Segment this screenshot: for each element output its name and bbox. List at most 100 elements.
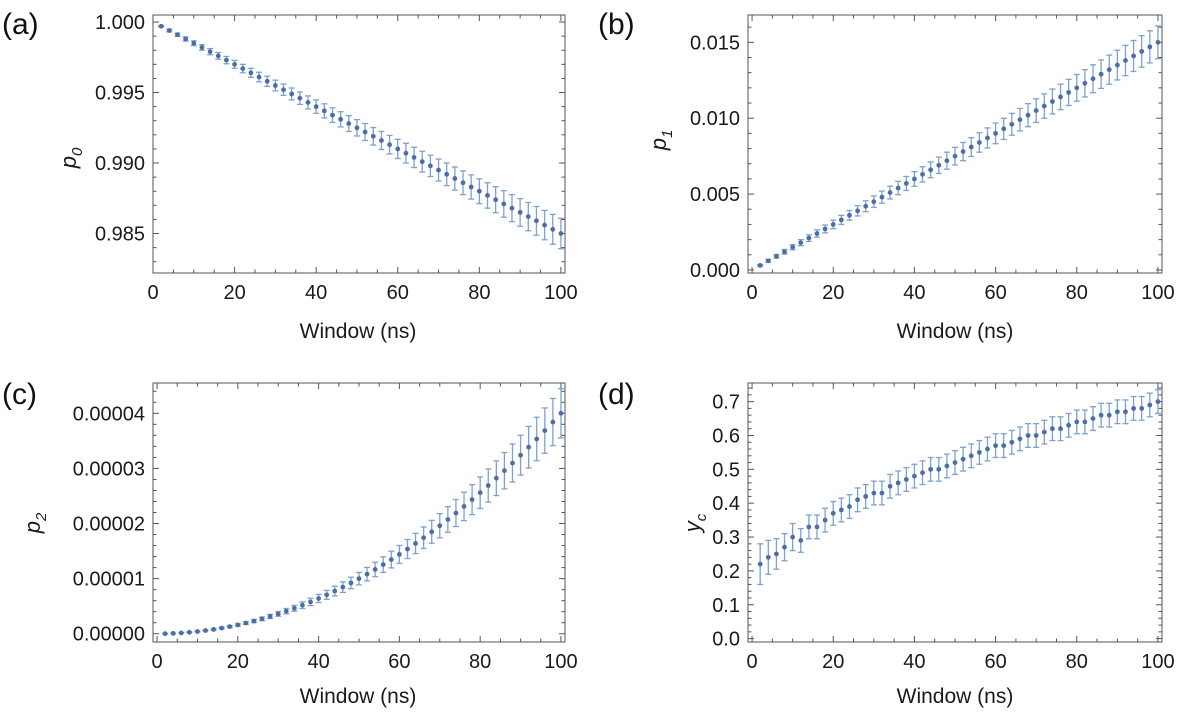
- panel-c-data-point: [421, 535, 427, 541]
- panel-c-data-point: [502, 468, 507, 474]
- panel-d-data-point: [1066, 422, 1072, 428]
- panel-a-data-point: [346, 121, 352, 126]
- panel-a-data-point: [452, 176, 458, 181]
- panel-a-data-point: [550, 226, 556, 232]
- panel-d-data-point: [985, 446, 990, 452]
- panel-c-data-point: [324, 592, 330, 598]
- panel-b-data-point: [871, 199, 877, 205]
- panel-c-data-point: [195, 629, 200, 634]
- panel-b-data-point: [765, 258, 771, 264]
- panel-b-ytick-label: 0.015: [690, 32, 740, 54]
- panel-b-data-point: [952, 153, 958, 159]
- panel-d-axes: 0 20 40 60 80 100 0.0 0.1 0.2 0.3 0.4 0.5 0.6 0.7: [712, 382, 1175, 673]
- panel-b-ytick-label: 0.010: [690, 108, 740, 130]
- panel-b-axes: 0 20 40 60 80 100 0.000 0.005 0.010 0.015: [690, 14, 1175, 304]
- panel-b-data-point: [879, 194, 885, 200]
- panel-c-data-point: [227, 624, 233, 629]
- panel-b-data-point: [806, 235, 812, 241]
- panel-a-data-point: [419, 159, 425, 165]
- panel-b-data-point: [960, 149, 966, 154]
- panel-c-data-point: [469, 497, 475, 503]
- panel-a-data-point: [534, 218, 539, 224]
- panel-c-data-point: [380, 562, 386, 568]
- panel-a-xtick-label: 60: [387, 282, 409, 304]
- panel-c-data-point: [203, 628, 208, 633]
- panel-d-data-point: [1058, 426, 1063, 432]
- panel-a-data-point: [427, 163, 433, 169]
- panel-b-data-point: [912, 176, 917, 182]
- panel-d-ytick-label: 0.4: [712, 493, 740, 515]
- panel-c-xtick-label: 60: [388, 651, 410, 673]
- panel-a-data-point: [264, 78, 270, 84]
- panel-b-data-point: [790, 244, 796, 250]
- panel-b-data-point: [1025, 112, 1031, 118]
- panel-c-data-point: [550, 419, 556, 425]
- panel-a-data-point: [215, 53, 221, 59]
- panel-a-data-point: [370, 133, 376, 139]
- panel-d-data-point: [936, 466, 942, 472]
- panel-d-data-point: [944, 463, 950, 469]
- panel-d-data-point: [765, 554, 771, 560]
- panel-a-data-point: [330, 112, 335, 118]
- panel-d-ytick-label: 0.5: [712, 459, 740, 481]
- panel-c-data-point: [388, 557, 394, 562]
- panel-c-data-point: [493, 475, 499, 481]
- panel-a-xtick-label: 40: [305, 282, 327, 304]
- panel-d-data-point: [1017, 436, 1023, 442]
- panel-c-data-point: [186, 629, 192, 635]
- panel-b-label: (b): [598, 8, 635, 41]
- panel-a-xlabel: Window (ns): [300, 320, 417, 343]
- panel-b-data-point: [822, 226, 828, 232]
- panel-a-data-point: [240, 66, 246, 71]
- panel-d-data-point: [806, 524, 812, 530]
- panel-d-data-point: [1090, 416, 1096, 421]
- panel-c-data-point: [429, 529, 435, 535]
- panel-c-data-point: [356, 576, 362, 582]
- panel-d-data-point: [903, 477, 909, 482]
- panel-b-xtick-label: 20: [822, 282, 844, 304]
- panel-d-data-point: [847, 504, 852, 509]
- panel-d-xtick-label: 40: [903, 651, 925, 673]
- panel-b-data-point: [887, 190, 893, 195]
- panel-c-xtick-label: 100: [544, 651, 577, 673]
- panel-a-ylabel: p0: [56, 147, 86, 169]
- panel-b-xtick-label: 60: [984, 282, 1006, 304]
- panel-b-data-point: [1041, 103, 1047, 109]
- panel-c-data-point: [461, 504, 467, 509]
- panel-b-data-point: [1009, 121, 1015, 127]
- panel-b-data-point: [1131, 53, 1136, 59]
- panel-d-xlabel: Window (ns): [897, 685, 1014, 708]
- panel-b-data-point: [985, 135, 990, 141]
- panel-d-data-point: [1033, 433, 1039, 438]
- panel-c-data-point: [477, 490, 483, 496]
- panel-c-axes: 0 20 40 60 80 100 0.00000 0.00001 0.00002 0.00003…: [73, 382, 578, 673]
- panel-a-data-point: [313, 104, 319, 110]
- panel-b-data-point: [1058, 94, 1063, 100]
- panel-c-ytick-label: 0.00001: [73, 569, 145, 591]
- panel-a-xtick-label: 20: [223, 282, 245, 304]
- panel-b-data-point: [1090, 76, 1096, 82]
- panel-c-xtick-label: 0: [151, 651, 162, 673]
- panel-d-data-point: [920, 470, 925, 476]
- panel-a-ytick-label: 0.995: [95, 83, 145, 105]
- panel-b-data-point: [757, 263, 763, 268]
- panel-a-plot-frame: [152, 14, 566, 274]
- panel-d-data-point: [1139, 405, 1145, 411]
- panel-a-data-point: [248, 70, 254, 76]
- panel-b-data-point: [944, 158, 950, 164]
- panel-d-data-point: [1074, 419, 1080, 425]
- panel-d-ytick-label: 0.0: [712, 629, 740, 651]
- panel-c-data-point: [558, 410, 564, 416]
- panel-c-ytick-label: 0.00004: [73, 403, 145, 425]
- panel-c-data-point: [316, 596, 322, 601]
- panel-b-xtick-label: 100: [1141, 282, 1174, 304]
- panel-a-ytick-label: 0.990: [95, 153, 145, 175]
- panel-c-ytick-label: 0.00000: [73, 624, 145, 646]
- panel-a-data-point: [485, 193, 490, 198]
- panel-b-data-point: [814, 231, 820, 236]
- panel-c-data-point: [162, 631, 168, 637]
- panel-d-data-point: [830, 510, 836, 516]
- panel-a-data-point: [444, 171, 450, 177]
- panel-c-data-point: [259, 616, 265, 622]
- panel-d-data-point: [1082, 419, 1088, 425]
